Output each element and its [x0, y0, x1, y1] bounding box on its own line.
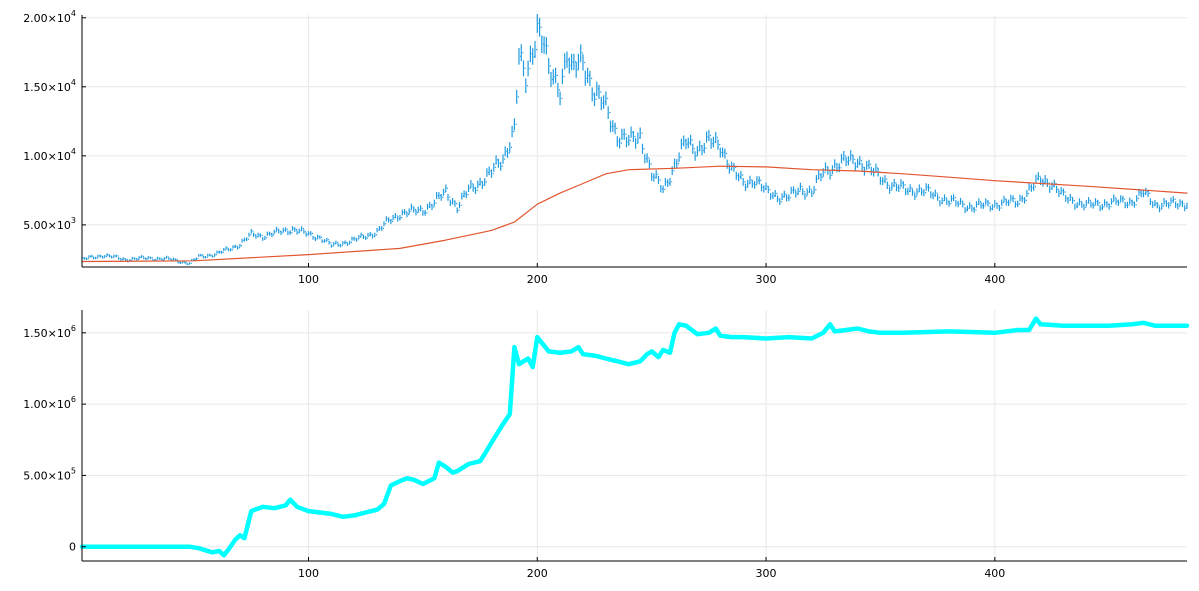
equity-x-tick-label: 400 — [984, 567, 1005, 580]
price-y-tick-label: 2.00×104 — [23, 9, 76, 25]
price-chart-panel: 100 200 300 400 5.00×103 1.00×104 1.50×104 2.00… — [23, 9, 1188, 286]
equity-y-tick-label: 0 — [69, 541, 76, 554]
price-x-tick-label: 300 — [756, 273, 777, 286]
equity-x-tick-label: 100 — [298, 567, 319, 580]
price-y-tick-label: 1.50×104 — [23, 78, 76, 94]
price-price-bars — [81, 14, 1188, 266]
equity-y-tick-label: 1.50×106 — [23, 324, 76, 340]
equity-x-tick-label: 300 — [756, 567, 777, 580]
price-x-tick-label: 200 — [527, 273, 548, 286]
price-y-tick-label: 5.00×103 — [23, 216, 76, 232]
equity-equity-line — [79, 316, 1190, 558]
equity-y-tick-label: 5.00×105 — [23, 466, 76, 482]
equity-chart-panel: 100 200 300 400 0 5.00×105 1.00×106 1.50×106 — [23, 310, 1190, 580]
price-x-tick-label: 400 — [984, 273, 1005, 286]
price-x-tick-label: 100 — [298, 273, 319, 286]
equity-x-tick-label: 200 — [527, 567, 548, 580]
price-moving-average-line — [81, 165, 1188, 263]
price-y-tick-label: 1.00×104 — [23, 147, 76, 163]
price-series-bars — [81, 14, 1188, 266]
equity-y-tick-label: 1.00×106 — [23, 395, 76, 411]
